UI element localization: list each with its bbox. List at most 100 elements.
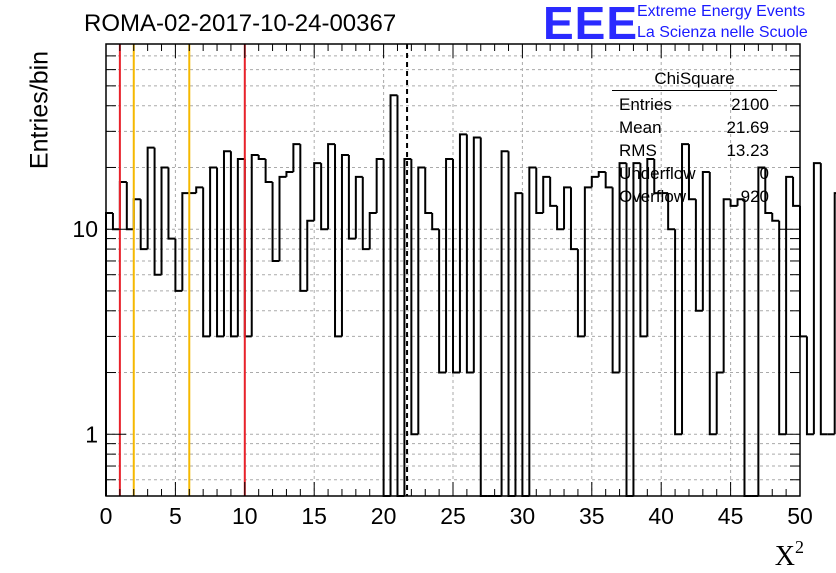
stats-key: Entries bbox=[619, 95, 672, 114]
histogram-bin bbox=[625, 163, 634, 497]
x-tick-label: 35 bbox=[579, 503, 605, 529]
x-axis-label: X2 bbox=[775, 537, 804, 573]
x-axis-label-symbol: X bbox=[774, 541, 795, 572]
histogram-bin bbox=[708, 172, 717, 436]
grid-lines bbox=[106, 43, 800, 497]
histogram-bin bbox=[292, 143, 301, 173]
stats-row-overflow: Overflow 920 bbox=[612, 185, 777, 208]
x-axis-ticks: 0 5 10 15 20 25 30 35 40 45 50 bbox=[100, 44, 813, 529]
histogram-bin bbox=[687, 144, 696, 201]
logo-line-2: La Scienza nelle Scuole bbox=[637, 24, 808, 41]
histogram-bin bbox=[340, 154, 349, 337]
stats-row-entries: Entries 2100 bbox=[612, 93, 777, 116]
stats-box: ChiSquare Entries 2100 Mean 21.69 RMS 13.23… bbox=[612, 68, 777, 208]
histogram-bin bbox=[195, 186, 204, 194]
histogram-bin bbox=[389, 94, 398, 496]
histogram-bin bbox=[264, 158, 273, 183]
histogram-bin bbox=[236, 157, 245, 337]
histogram-bin bbox=[563, 186, 571, 230]
histogram-bin bbox=[257, 155, 266, 160]
stats-title: ChiSquare bbox=[654, 69, 735, 88]
histogram-bin bbox=[507, 151, 516, 497]
x-tick-label: 45 bbox=[718, 503, 744, 529]
histogram-bin bbox=[611, 187, 620, 374]
histogram-bin bbox=[542, 175, 551, 213]
histogram-bin bbox=[764, 167, 773, 214]
histogram-bin bbox=[375, 157, 384, 213]
histogram-bin bbox=[396, 95, 405, 497]
histogram-bin bbox=[479, 137, 488, 497]
stats-key: Underflow bbox=[619, 164, 696, 183]
histogram-bin bbox=[167, 167, 176, 240]
histogram-bin bbox=[118, 180, 127, 230]
stats-key: Mean bbox=[619, 118, 662, 137]
y-axis-label: Entries/bin bbox=[25, 50, 54, 170]
histogram-bin bbox=[174, 238, 183, 292]
histogram-bin bbox=[458, 133, 467, 373]
x-tick-label: 50 bbox=[787, 503, 813, 529]
chart-title: ROMA-02-2017-10-24-00367 bbox=[84, 10, 397, 37]
histogram-bin bbox=[576, 249, 585, 338]
histogram-bin bbox=[653, 158, 662, 195]
histogram-bin bbox=[465, 134, 474, 374]
histogram-bin bbox=[243, 158, 252, 338]
histogram-bin bbox=[618, 162, 627, 373]
histogram-bin bbox=[632, 162, 641, 496]
stats-key: RMS bbox=[619, 141, 657, 160]
stats-row-rms: RMS 13.23 bbox=[612, 139, 777, 162]
x-tick-label: 10 bbox=[232, 503, 258, 529]
histogram-bin bbox=[216, 167, 224, 338]
histogram-bin bbox=[646, 157, 655, 337]
histogram-bin bbox=[472, 136, 481, 373]
histogram-bin bbox=[514, 192, 523, 496]
histogram-bin bbox=[431, 212, 440, 231]
histogram-bin bbox=[438, 229, 447, 374]
histogram-outline bbox=[105, 94, 836, 497]
x-tick-label: 25 bbox=[440, 503, 466, 529]
histogram-bin bbox=[674, 229, 683, 436]
histogram-bin bbox=[222, 150, 231, 337]
histogram-bin bbox=[812, 162, 821, 435]
histogram-bin bbox=[111, 212, 120, 231]
logo-line-1: Extreme Energy Events bbox=[637, 3, 806, 20]
histogram-bin bbox=[410, 158, 419, 436]
histogram-bin bbox=[535, 167, 544, 214]
histogram-bin bbox=[327, 143, 336, 230]
histogram-bin bbox=[604, 172, 613, 189]
histogram-bin bbox=[569, 187, 578, 251]
histogram-bin bbox=[368, 211, 377, 250]
x-tick-label: 20 bbox=[371, 503, 397, 529]
stats-value: 2100 bbox=[731, 95, 769, 114]
stats-value: 0 bbox=[759, 164, 769, 183]
histogram-bin bbox=[403, 157, 412, 496]
histogram-bin bbox=[771, 212, 780, 222]
histogram-bin bbox=[500, 150, 509, 496]
stats-row-mean: Mean 21.69 bbox=[612, 116, 777, 139]
stats-key: Overflow bbox=[619, 187, 687, 206]
histogram-bin bbox=[354, 175, 363, 239]
histogram-bin bbox=[757, 166, 766, 496]
histogram-bin bbox=[681, 143, 689, 435]
histogram-bin bbox=[285, 171, 294, 177]
histogram-bin bbox=[722, 198, 731, 373]
reference-lines bbox=[118, 44, 409, 496]
histogram-bin bbox=[785, 175, 794, 435]
y-tick-label: 10 bbox=[72, 216, 98, 242]
histogram-bin bbox=[153, 147, 162, 276]
histogram-bin bbox=[590, 175, 599, 188]
histogram-bin bbox=[417, 166, 426, 435]
stats-row-underflow: Underflow 0 bbox=[612, 162, 777, 185]
histogram-bin bbox=[271, 181, 280, 262]
histogram-bin bbox=[250, 154, 259, 337]
histogram-bin bbox=[597, 171, 606, 177]
histogram-bin bbox=[715, 371, 724, 435]
eee-logo: EEE bbox=[543, 0, 639, 49]
histogram-bin bbox=[792, 176, 800, 207]
histogram-bin bbox=[181, 192, 190, 291]
y-axis-ticks: 1 10 bbox=[72, 43, 800, 497]
histogram-bin bbox=[229, 151, 238, 338]
stats-value: 13.23 bbox=[726, 141, 769, 160]
histogram-bin bbox=[139, 199, 148, 251]
histogram-bin bbox=[701, 171, 710, 311]
